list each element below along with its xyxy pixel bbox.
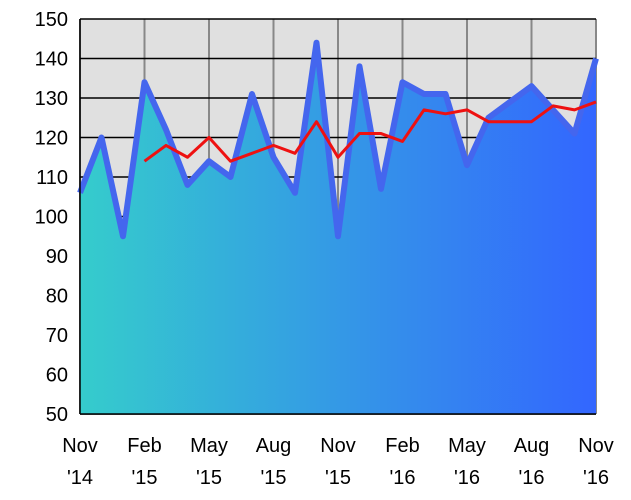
y-tick-label: 150	[35, 9, 68, 31]
x-tick-label: May '16	[448, 435, 486, 489]
x-tick-label: Feb '15	[127, 435, 161, 489]
y-tick-label: 70	[46, 325, 68, 347]
series-line	[77, 39, 599, 240]
x-tick-label: Aug '15	[256, 435, 292, 489]
x-tick-label: May '15	[190, 435, 228, 489]
x-tick-label: Aug '16	[514, 435, 550, 489]
y-tick-label: 120	[35, 128, 68, 150]
area	[80, 42, 596, 414]
x-tick-label: Nov '16	[578, 435, 614, 489]
y-tick-label: 100	[35, 207, 68, 229]
y-tick-label: 80	[46, 286, 68, 308]
average-line	[143, 100, 597, 163]
y-tick-label: 50	[46, 404, 68, 426]
y-tick-label: 90	[46, 246, 68, 268]
x-tick-label: Nov '15	[320, 435, 356, 489]
x-tick-label: Nov '14	[62, 435, 98, 489]
y-tick-label: 60	[46, 365, 68, 387]
y-tick-label: 110	[36, 167, 68, 189]
x-tick-label: Feb '16	[385, 435, 419, 489]
y-tick-label: 130	[35, 88, 68, 110]
y-tick-label: 140	[35, 49, 68, 71]
